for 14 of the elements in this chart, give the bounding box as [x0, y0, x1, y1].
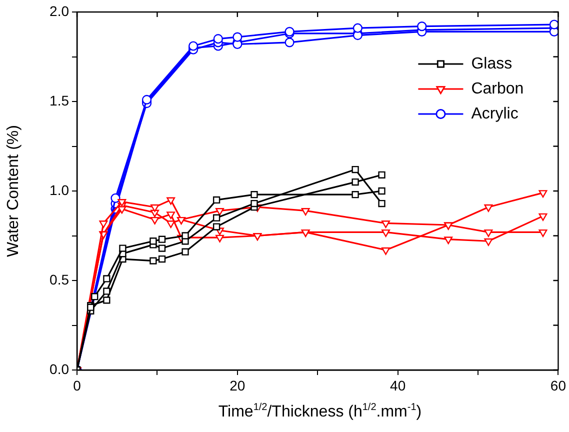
y-tick-label: 1.5 — [50, 92, 70, 108]
y-axis-title: Water Content (%) — [5, 125, 22, 257]
legend-label: Glass — [471, 55, 512, 72]
legend-label: Carbon — [471, 80, 524, 98]
y-tick-label: 0.5 — [50, 271, 70, 288]
y-tick-label: 0.0 — [50, 360, 70, 377]
x-tick-label: 0 — [73, 377, 82, 394]
x-tick-label: 20 — [230, 377, 246, 394]
legend-label: Acrylic — [471, 105, 518, 122]
x-tick-label: 60 — [550, 377, 566, 394]
y-tick-label: 2.0 — [50, 2, 70, 19]
x-axis-title: Time$^{1/2}$/Thickness (h$^{1/2}$.mm$^{-1}$) — [217, 402, 423, 422]
x-tick-label: 40 — [390, 377, 406, 394]
y-tick-label: 1.0 — [50, 182, 70, 198]
